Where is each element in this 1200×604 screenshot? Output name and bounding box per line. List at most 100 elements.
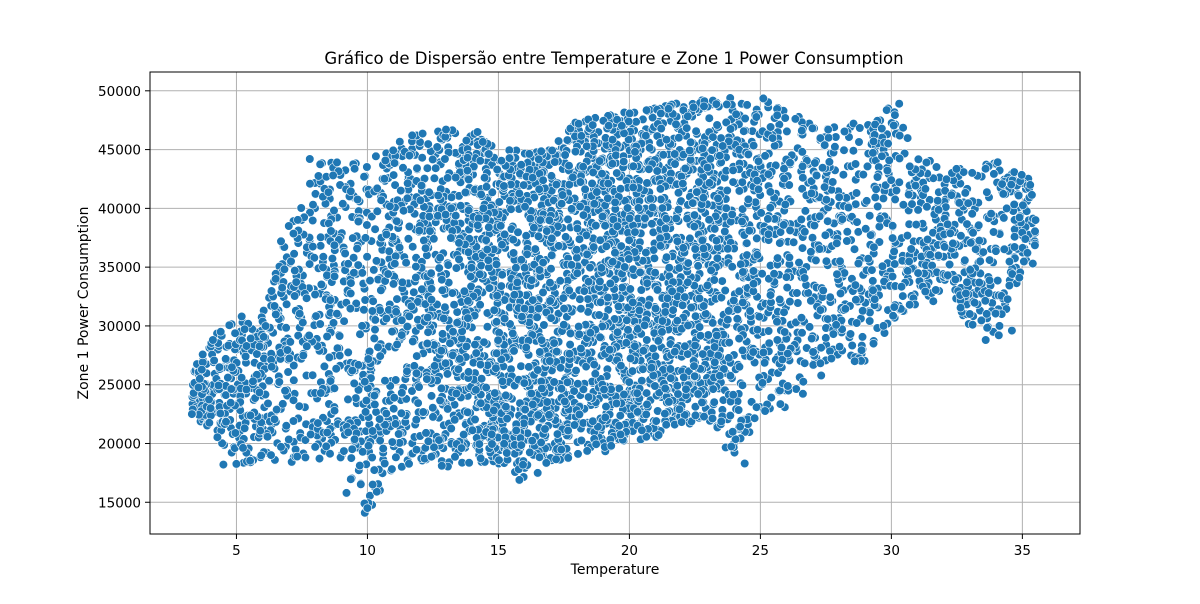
- data-point: [344, 348, 353, 357]
- data-point: [330, 406, 339, 415]
- data-point: [933, 196, 942, 205]
- data-point: [869, 149, 878, 158]
- data-point: [294, 216, 303, 225]
- data-point: [657, 195, 666, 204]
- data-point: [869, 339, 878, 348]
- data-point: [519, 461, 528, 470]
- data-point: [408, 242, 417, 251]
- data-point: [308, 216, 317, 225]
- data-point: [755, 312, 764, 321]
- data-point: [575, 235, 584, 244]
- data-point: [275, 378, 284, 387]
- data-point: [889, 312, 898, 321]
- data-point: [221, 355, 230, 364]
- data-point: [684, 321, 693, 330]
- data-point: [537, 336, 546, 345]
- data-point: [798, 162, 807, 171]
- data-point: [961, 189, 970, 198]
- data-point: [573, 269, 582, 278]
- data-point: [329, 319, 338, 328]
- data-point: [455, 239, 464, 248]
- data-point: [969, 229, 978, 238]
- data-point: [966, 310, 975, 319]
- data-point: [457, 444, 466, 453]
- data-point: [870, 295, 879, 304]
- data-point: [453, 318, 462, 327]
- data-point: [766, 123, 775, 132]
- data-point: [797, 314, 806, 323]
- data-point: [231, 429, 240, 438]
- data-point: [198, 350, 207, 359]
- data-point: [320, 362, 329, 371]
- data-point: [690, 222, 699, 231]
- data-point: [605, 346, 614, 355]
- data-point: [705, 215, 714, 224]
- data-point: [521, 202, 530, 211]
- data-point: [561, 151, 570, 160]
- data-point: [724, 315, 733, 324]
- data-point: [738, 178, 747, 187]
- data-point: [710, 225, 719, 234]
- data-point: [730, 296, 739, 305]
- data-point: [495, 198, 504, 207]
- data-point: [723, 100, 732, 109]
- data-point: [424, 140, 433, 149]
- data-point: [812, 171, 821, 180]
- data-point: [858, 333, 867, 342]
- data-point: [691, 245, 700, 254]
- data-point: [350, 164, 359, 173]
- data-point: [689, 103, 698, 112]
- data-point: [525, 150, 534, 159]
- data-point: [631, 342, 640, 351]
- data-point: [853, 218, 862, 227]
- data-point: [421, 244, 430, 253]
- data-point: [882, 106, 891, 115]
- data-point: [766, 203, 775, 212]
- data-point: [776, 400, 785, 409]
- data-point: [1031, 241, 1040, 250]
- data-point: [785, 253, 794, 262]
- data-point: [1005, 257, 1014, 266]
- data-point: [305, 260, 314, 269]
- data-point: [903, 134, 912, 143]
- data-point: [295, 309, 304, 318]
- data-point: [438, 330, 447, 339]
- data-point: [804, 289, 813, 298]
- data-point: [407, 302, 416, 311]
- data-point: [620, 390, 629, 399]
- data-point: [709, 133, 718, 142]
- data-point: [546, 357, 555, 366]
- data-point: [567, 261, 576, 270]
- data-point: [633, 389, 642, 398]
- data-point: [520, 419, 529, 428]
- data-point: [914, 155, 923, 164]
- data-point: [794, 299, 803, 308]
- data-point: [361, 296, 370, 305]
- data-point: [447, 424, 456, 433]
- data-point: [629, 183, 638, 192]
- data-point: [854, 259, 863, 268]
- data-point: [434, 212, 443, 221]
- data-point: [393, 295, 402, 304]
- data-point: [946, 229, 955, 238]
- data-point: [700, 102, 709, 111]
- data-point: [574, 322, 583, 331]
- data-point: [780, 328, 789, 337]
- data-point: [316, 242, 325, 251]
- data-point: [611, 198, 620, 207]
- data-point: [370, 266, 379, 275]
- data-point: [382, 230, 391, 239]
- data-point: [944, 271, 953, 280]
- data-point: [625, 109, 634, 118]
- data-point: [575, 410, 584, 419]
- data-point: [983, 188, 992, 197]
- data-point: [347, 475, 356, 484]
- data-point: [381, 156, 390, 165]
- data-point: [309, 200, 318, 209]
- data-point: [546, 297, 555, 306]
- data-point: [427, 269, 436, 278]
- data-point: [464, 248, 473, 257]
- data-point: [366, 276, 375, 285]
- data-point: [710, 398, 719, 407]
